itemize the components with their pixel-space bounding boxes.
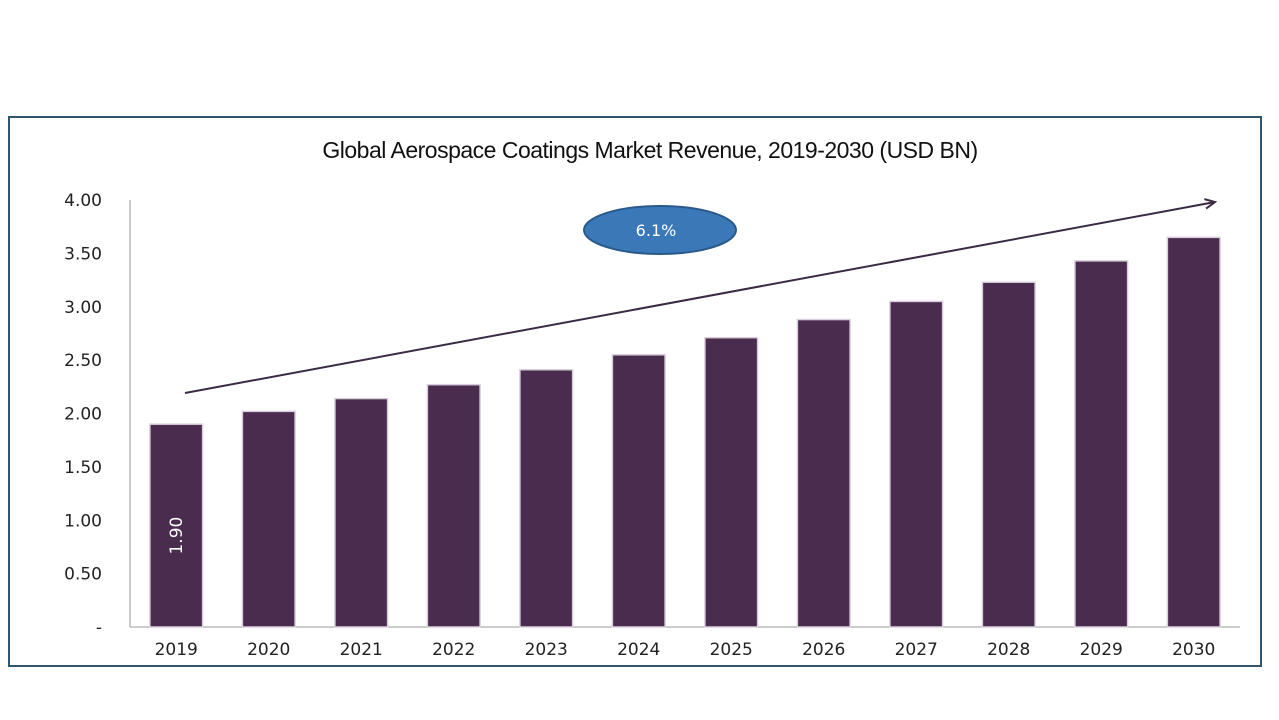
cagr-annotation: 6.1%: [184, 198, 1218, 394]
x-tick-label: 2022: [432, 640, 475, 660]
chart-frame: Global Aerospace Coatings Market Revenue…: [8, 116, 1262, 667]
bar-2030: [1166, 236, 1221, 628]
axes: [129, 200, 1240, 628]
x-tick-label: 2020: [247, 640, 290, 660]
bars: [149, 236, 1221, 628]
bar-2022: [426, 383, 481, 628]
x-tick-label: 2021: [340, 640, 383, 660]
y-tick-label: 1.50: [64, 458, 102, 478]
y-tick-label: 1.00: [64, 511, 102, 531]
x-tick-label: 2027: [895, 640, 938, 660]
bar-2026: [796, 318, 851, 628]
x-tick-label: 2029: [1080, 640, 1123, 660]
x-tick-label: 2023: [525, 640, 568, 660]
y-tick-label: 2.00: [64, 405, 102, 425]
data-label: 1.90: [167, 517, 187, 555]
y-tick-label: 0.50: [64, 565, 102, 585]
bar-2021: [334, 397, 389, 628]
trend-arrow-head: [1204, 198, 1218, 210]
labels: - 0.50 1.00 1.50 2.00 2.50 3.00 3.50 4.00 2019 202…: [64, 191, 1215, 660]
bar-2028: [981, 281, 1036, 628]
y-tick-label: 3.50: [64, 244, 102, 264]
bar-chart: Global Aerospace Coatings Market Revenue…: [64, 137, 1240, 660]
bar-2020: [241, 410, 296, 628]
x-tick-label: 2026: [802, 640, 845, 660]
bar-2024: [611, 354, 666, 628]
y-tick-label: 2.50: [64, 351, 102, 371]
x-tick-label: 2028: [987, 640, 1030, 660]
bar-2029: [1074, 260, 1129, 628]
x-tick-label: 2025: [710, 640, 753, 660]
cagr-label: 6.1%: [636, 221, 677, 240]
x-tick-label: 2024: [617, 640, 660, 660]
cagr-badge: [583, 205, 737, 255]
trend-arrow-line: [184, 201, 1216, 394]
bar-2019: [149, 423, 204, 628]
chart-title: Global Aerospace Coatings Market Revenue…: [322, 137, 977, 163]
x-tick-label: 2030: [1172, 640, 1215, 660]
bar-2023: [519, 368, 574, 628]
y-tick-label: 4.00: [64, 191, 102, 211]
bar-2027: [889, 300, 944, 628]
x-tick-label: 2019: [155, 640, 198, 660]
y-tick-label: 3.00: [64, 298, 102, 318]
y-tick-label: -: [96, 618, 102, 638]
bar-2025: [704, 336, 759, 628]
